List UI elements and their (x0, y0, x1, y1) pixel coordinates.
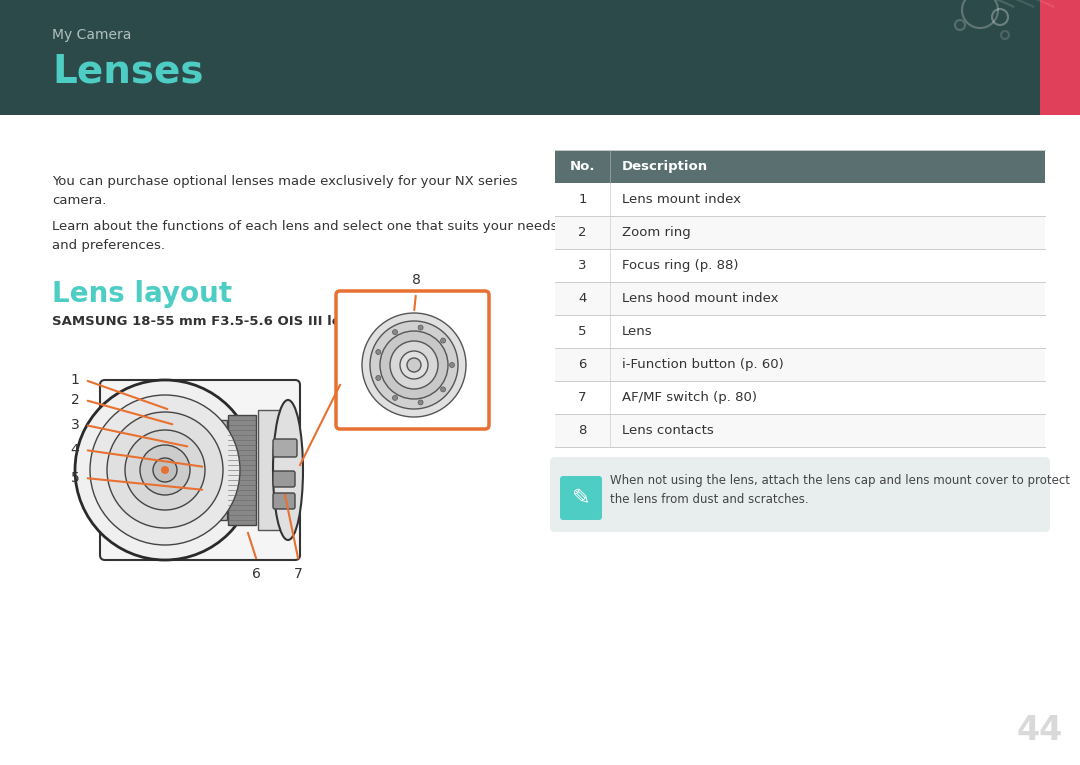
Circle shape (153, 458, 177, 482)
Text: 6: 6 (252, 567, 260, 581)
FancyBboxPatch shape (550, 457, 1050, 532)
Text: AF/MF switch (p. 80): AF/MF switch (p. 80) (622, 391, 757, 404)
FancyBboxPatch shape (215, 420, 227, 520)
Circle shape (376, 350, 381, 354)
Text: SAMSUNG 18-55 mm F3.5-5.6 OIS III lens (example): SAMSUNG 18-55 mm F3.5-5.6 OIS III lens (… (52, 315, 438, 328)
FancyBboxPatch shape (273, 471, 295, 487)
Text: Lens hood mount index: Lens hood mount index (622, 292, 779, 305)
Circle shape (125, 430, 205, 510)
Text: 3: 3 (70, 418, 79, 432)
Text: Lens: Lens (622, 325, 652, 338)
FancyBboxPatch shape (0, 0, 1080, 115)
FancyBboxPatch shape (555, 348, 1045, 381)
Text: You can purchase optional lenses made exclusively for your NX series
camera.: You can purchase optional lenses made ex… (52, 175, 517, 207)
Text: Learn about the functions of each lens and select one that suits your needs
and : Learn about the functions of each lens a… (52, 220, 557, 252)
Text: Focus ring (p. 88): Focus ring (p. 88) (622, 259, 739, 272)
Text: 6: 6 (578, 358, 586, 371)
FancyBboxPatch shape (555, 216, 1045, 249)
Text: 44: 44 (1017, 714, 1063, 747)
FancyBboxPatch shape (336, 291, 489, 429)
Text: ✎: ✎ (571, 488, 591, 508)
Text: 1: 1 (70, 373, 80, 387)
Text: 7: 7 (294, 567, 302, 581)
Circle shape (418, 325, 423, 330)
Circle shape (441, 387, 446, 392)
FancyBboxPatch shape (555, 381, 1045, 414)
Circle shape (161, 466, 168, 474)
Circle shape (400, 351, 428, 379)
Ellipse shape (273, 400, 303, 540)
Circle shape (380, 331, 448, 399)
FancyBboxPatch shape (561, 476, 602, 520)
Circle shape (449, 363, 455, 367)
FancyBboxPatch shape (273, 439, 297, 457)
Circle shape (75, 380, 255, 560)
Circle shape (441, 338, 446, 343)
Text: Lens layout: Lens layout (52, 280, 232, 308)
Text: Description: Description (622, 160, 708, 173)
Text: 2: 2 (70, 393, 79, 407)
FancyBboxPatch shape (1040, 0, 1080, 115)
Circle shape (407, 358, 421, 372)
Circle shape (107, 412, 222, 528)
Text: 4: 4 (578, 292, 586, 305)
Circle shape (376, 376, 381, 380)
Text: 4: 4 (70, 443, 79, 457)
FancyBboxPatch shape (555, 249, 1045, 282)
Circle shape (370, 321, 458, 409)
Circle shape (392, 396, 397, 400)
Text: 2: 2 (578, 226, 586, 239)
Text: Lens contacts: Lens contacts (622, 424, 714, 437)
FancyBboxPatch shape (555, 414, 1045, 447)
Text: Lens mount index: Lens mount index (622, 193, 741, 206)
Circle shape (392, 330, 397, 334)
FancyBboxPatch shape (555, 282, 1045, 315)
FancyBboxPatch shape (555, 315, 1045, 348)
Text: i-Function button (p. 60): i-Function button (p. 60) (622, 358, 784, 371)
Text: 8: 8 (411, 273, 420, 287)
Text: 5: 5 (70, 471, 79, 485)
Text: When not using the lens, attach the lens cap and lens mount cover to protect
the: When not using the lens, attach the lens… (610, 474, 1070, 506)
Circle shape (418, 400, 423, 405)
Text: 8: 8 (578, 424, 586, 437)
Text: No.: No. (570, 160, 595, 173)
Text: 1: 1 (578, 193, 586, 206)
FancyBboxPatch shape (100, 380, 300, 560)
Circle shape (140, 445, 190, 495)
Circle shape (90, 395, 240, 545)
FancyBboxPatch shape (555, 183, 1045, 216)
FancyBboxPatch shape (273, 493, 295, 509)
FancyBboxPatch shape (555, 150, 1045, 183)
Circle shape (362, 313, 465, 417)
Text: 3: 3 (578, 259, 586, 272)
FancyBboxPatch shape (258, 410, 288, 530)
Text: Lenses: Lenses (52, 52, 203, 90)
Text: 5: 5 (578, 325, 586, 338)
FancyBboxPatch shape (228, 415, 256, 525)
Circle shape (390, 341, 438, 389)
Text: Zoom ring: Zoom ring (622, 226, 691, 239)
Text: 7: 7 (578, 391, 586, 404)
Text: My Camera: My Camera (52, 28, 132, 42)
